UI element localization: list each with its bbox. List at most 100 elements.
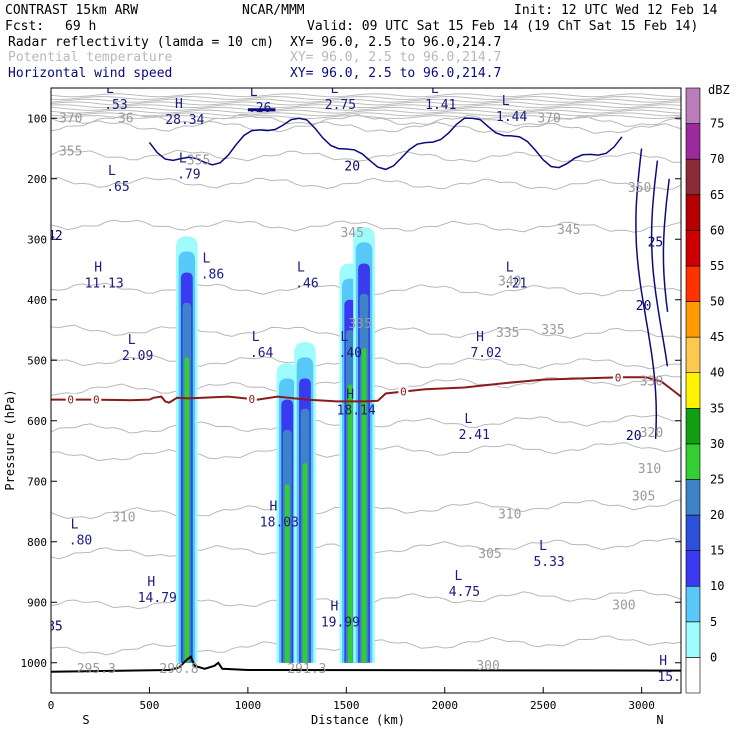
valid-time: Valid: 09 UTC Sat 15 Feb 14 (19 ChT Sat …: [307, 19, 698, 34]
y-tick-label: 300: [27, 233, 47, 246]
colorbar-level-label: 75: [710, 117, 724, 131]
theta-label: 310: [112, 511, 135, 526]
colorbar-swatch: [685, 585, 701, 623]
freezing-level-line: [51, 376, 681, 404]
y-tick-label: 100: [27, 112, 47, 125]
colorbar-swatch: [685, 230, 701, 267]
high-low-marker: L: [179, 152, 187, 167]
x-tick-label: 0: [48, 699, 55, 712]
high-low-marker: L: [464, 412, 472, 427]
y-axis-label: Pressure (hPa): [3, 389, 17, 490]
forecast-label: Fcst:: [5, 19, 44, 34]
theta-label: 335: [541, 323, 564, 338]
field-theta-name: Potential temperature: [8, 50, 173, 65]
theta-contour-upper: [51, 106, 681, 111]
init-time: Init: 12 UTC Wed 12 Feb 14: [514, 3, 718, 18]
theta-label: 350: [628, 181, 651, 196]
colorbar-level-label: 0: [710, 650, 717, 664]
high-low-value: 19.99: [321, 615, 360, 630]
freezing-level-label: 0: [615, 371, 622, 384]
colorbar-swatch: [685, 407, 701, 445]
wind-contour-right-3: [662, 178, 670, 312]
wind-contour-right-1: [635, 148, 658, 439]
theta-contour-upper: [51, 109, 681, 114]
colorbar-swatch: [685, 514, 701, 551]
field-theta-xy: XY= 96.0, 2.5 to 96.0,214.7: [290, 50, 501, 65]
colorbar-level-label: 45: [710, 330, 724, 344]
high-low-marker: L: [340, 330, 348, 345]
field-wind-name: Horizontal wind speed: [8, 66, 172, 81]
wind-label: 20: [636, 299, 652, 314]
theta-label: 355: [187, 154, 210, 169]
theta-contour-upper: [51, 101, 681, 106]
freezing-level-label: 0: [67, 394, 74, 407]
colorbar-level-label: 15: [710, 544, 724, 558]
colorbar-level-label: 35: [710, 401, 724, 415]
high-low-value: .26: [248, 101, 271, 116]
high-low-marker: L: [297, 261, 305, 276]
colorbar-swatch: [685, 621, 701, 658]
reflectivity-cell-3: [302, 463, 308, 663]
wind-label: 20: [626, 429, 642, 444]
x-axis-label: Distance (km): [311, 713, 405, 727]
theta-label: 295.3: [77, 662, 116, 677]
theta-contour-355: [51, 149, 681, 163]
high-low-marker: L: [203, 251, 211, 266]
high-low-value: .64: [250, 346, 274, 361]
theta-label: 370: [59, 111, 82, 126]
y-tick-label: 400: [27, 294, 47, 307]
high-low-value: 1.44: [496, 110, 527, 125]
theta-label: 300: [612, 598, 635, 613]
x-axis-end-south: S: [82, 713, 89, 727]
colorbar-unit: dBZ: [708, 83, 730, 97]
high-low-marker: L: [250, 85, 258, 100]
high-low-marker: L: [431, 82, 439, 97]
high-low-value: 18.14: [337, 404, 376, 419]
colorbar-swatch: [685, 194, 701, 231]
organization-label: NCAR/MMM: [242, 3, 305, 18]
colorbar-swatch: [685, 657, 701, 694]
forecast-hour: 69 h: [65, 19, 96, 34]
high-low-value: 4.75: [449, 585, 480, 600]
wind-label: 85: [47, 619, 63, 634]
high-low-value: 28.34: [165, 113, 204, 128]
wind-label: 42: [47, 229, 63, 244]
high-low-marker: H: [269, 500, 277, 515]
high-low-value: 14.79: [138, 591, 177, 606]
high-low-value: 2.75: [325, 98, 356, 113]
theta-label: 345: [557, 223, 580, 238]
colorbar: 0 5 10 15 20 25 30 35 40 45 50 55 60 65 70 75: [685, 87, 724, 694]
theta-label: 310: [498, 508, 521, 523]
theta-contour-upper: [51, 114, 681, 120]
high-low-marker: H: [346, 388, 354, 403]
freezing-label-bg: [91, 393, 102, 405]
colorbar-level-label: 30: [710, 437, 724, 451]
colorbar-level-label: 60: [710, 223, 724, 237]
y-tick-label: 800: [27, 536, 47, 549]
y-tick-label: 700: [27, 475, 47, 488]
y-tick-label: 1000: [21, 657, 48, 670]
y-tick-label: 600: [27, 415, 47, 428]
theta-label: 355: [59, 145, 82, 160]
theta-label: 305: [632, 489, 655, 504]
high-low-value: 2.09: [122, 349, 153, 364]
colorbar-level-label: 20: [710, 508, 724, 522]
theta-label: 305: [478, 547, 501, 562]
high-low-marker: L: [106, 82, 114, 97]
high-low-value: .46: [295, 277, 318, 292]
high-low-marker: L: [71, 518, 79, 533]
high-low-value: .21: [504, 277, 527, 292]
colorbar-swatch: [685, 265, 701, 302]
high-low-value: .86: [201, 267, 224, 282]
theta-contour-350: [51, 176, 681, 191]
theta-contour-upper: [51, 93, 681, 98]
terrain-line: [51, 655, 681, 673]
colorbar-level-label: 65: [710, 188, 724, 202]
high-low-marker: H: [476, 330, 484, 345]
freezing-label-bg: [398, 385, 409, 397]
colorbar-level-label: 10: [710, 579, 724, 593]
field-wind-xy: XY= 96.0, 2.5 to 96.0,214.7: [290, 66, 501, 81]
high-low-marker: L: [128, 333, 136, 348]
theta-label: 300: [476, 659, 499, 674]
field-reflectivity-name: Radar reflectivity (lamda = 10 cm): [8, 35, 274, 50]
